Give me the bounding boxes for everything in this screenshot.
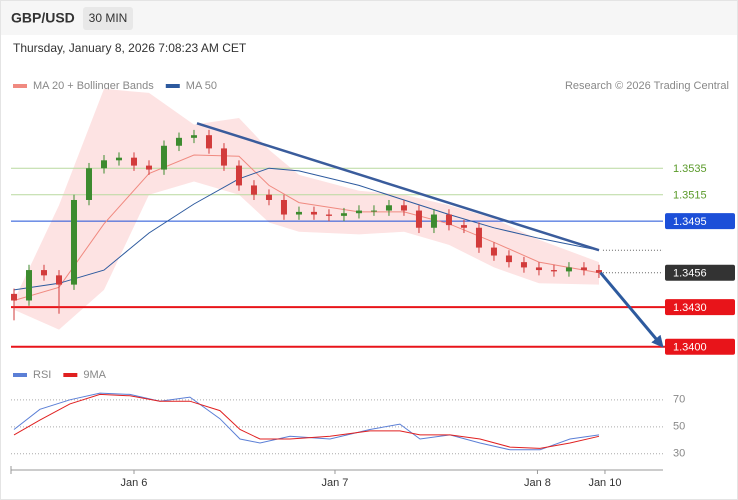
ma-line	[13, 154, 600, 301]
candle-body	[40, 270, 47, 276]
candle-body	[160, 145, 167, 170]
candle-body	[415, 210, 422, 228]
candle-body	[490, 247, 497, 256]
source: Research © 2026 Trading Central	[565, 80, 729, 92]
level-label: 1.3515	[673, 190, 707, 202]
candle-body	[565, 267, 572, 272]
candle-body	[445, 214, 452, 226]
candle-body	[400, 205, 407, 211]
y-tick-label: 50	[673, 421, 685, 433]
candle-body	[535, 267, 542, 271]
candle-body	[310, 211, 317, 215]
candle-body	[265, 194, 272, 200]
candle-body	[205, 135, 212, 149]
candle-body	[280, 199, 287, 215]
legend-label: MA 50	[186, 80, 217, 92]
x-tick-label: Jan 10	[588, 477, 621, 489]
level-label: 1.3456	[673, 268, 707, 280]
candle-body	[325, 214, 332, 216]
ma-line	[13, 167, 600, 291]
candle-body	[100, 160, 107, 169]
forecast-arrow	[599, 271, 664, 348]
candle-body	[595, 270, 602, 273]
legend-label: 9MA	[83, 369, 106, 381]
candle-body	[70, 199, 77, 285]
timeframe-box	[83, 7, 133, 30]
legend-label: RSI	[33, 369, 51, 381]
indicator-line	[13, 392, 600, 451]
candle-body	[385, 205, 392, 211]
legend-swatch	[63, 373, 78, 377]
candle-body	[85, 168, 92, 200]
level-label: 1.3535	[673, 163, 707, 175]
symbol: GBP/USD	[11, 10, 75, 26]
candle-body	[55, 275, 62, 285]
candle-body	[520, 262, 527, 268]
candle-body	[460, 225, 467, 228]
candle-body	[235, 165, 242, 186]
level-box	[665, 299, 735, 316]
x-tick-label: Jan 8	[524, 477, 551, 489]
candle-body	[295, 211, 302, 215]
level-label: 1.3400	[673, 342, 707, 354]
candle-body	[550, 270, 557, 272]
indicator-line	[13, 393, 600, 449]
bollinger-band	[14, 88, 599, 330]
candle-body	[190, 135, 197, 138]
y-tick-label: 30	[673, 448, 685, 460]
level-label: 1.3430	[673, 302, 707, 314]
candle-body	[10, 293, 17, 301]
legend-swatch	[13, 373, 27, 377]
candle-body	[370, 210, 377, 212]
x-tick-label: Jan 7	[322, 477, 349, 489]
candle-body	[340, 213, 347, 216]
trendline	[196, 122, 600, 252]
y-tick-label: 70	[673, 394, 685, 406]
candle-body	[430, 214, 437, 228]
candle-body	[250, 185, 257, 195]
timeframe: 30 MIN	[89, 11, 128, 25]
x-tick-label: Jan 6	[121, 477, 148, 489]
datetime: Thursday, January 8, 2026 7:08:23 AM CET	[13, 41, 247, 55]
level-box	[665, 338, 735, 355]
candle-body	[175, 137, 182, 146]
level-box	[665, 213, 735, 230]
candle-body	[25, 270, 32, 301]
level-label: 1.3495	[673, 216, 707, 228]
candle-body	[220, 148, 227, 166]
level-box	[665, 264, 735, 281]
candle-body	[130, 157, 137, 166]
candle-body	[115, 157, 122, 161]
legend-label: MA 20 + Bollinger Bands	[33, 80, 154, 92]
candle-body	[505, 255, 512, 263]
candle-body	[580, 267, 587, 271]
candle-body	[145, 165, 152, 170]
candle-body	[475, 227, 482, 248]
legend-swatch	[165, 84, 180, 88]
legend-swatch	[13, 84, 27, 88]
candle-body	[355, 210, 362, 214]
